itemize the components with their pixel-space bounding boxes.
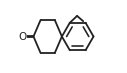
Text: O: O <box>18 32 26 41</box>
